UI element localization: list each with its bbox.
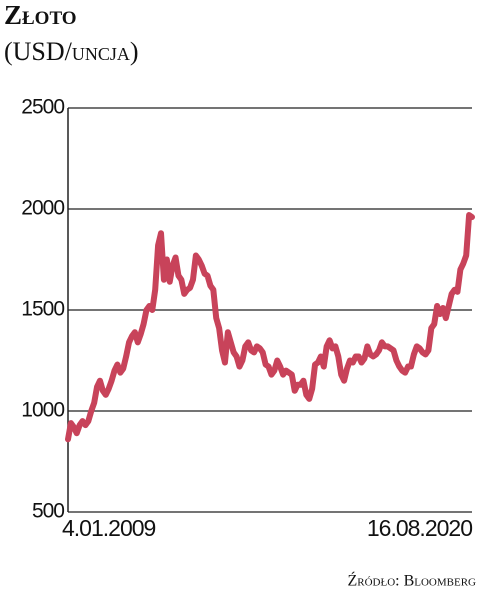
price-line [65,212,475,443]
y-tick-label: 1500 [21,298,64,321]
x-tick-label: 4.01.2009 [62,515,156,541]
y-tick-label: 1000 [21,399,64,422]
y-tick-label: 2500 [21,96,64,119]
chart-subtitle: (USD/uncja) [4,37,139,66]
x-tick-label: 16.08.2020 [367,515,472,541]
chart-title: Złoto [4,0,77,30]
source-note: Źródło: Bloomberg [347,571,476,590]
y-tick-label: 2000 [21,197,64,220]
y-tick-label: 500 [32,500,64,523]
